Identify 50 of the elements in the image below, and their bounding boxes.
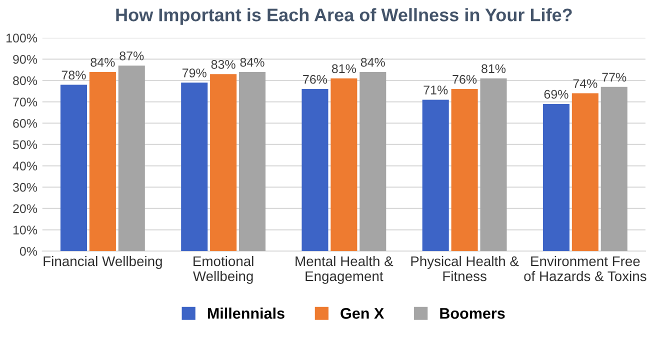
bar <box>60 84 88 252</box>
y-tick-label: 0% <box>20 246 38 256</box>
data-label: 76% <box>452 74 477 84</box>
data-label: 84% <box>360 58 385 67</box>
y-tick-label: 50% <box>13 140 38 150</box>
bar <box>542 104 570 252</box>
data-label: 81% <box>482 64 506 74</box>
y-tick-label: 100% <box>6 34 38 42</box>
bar <box>480 78 507 252</box>
x-tick-label: Mental Health & Engagement <box>296 256 394 284</box>
y-tick-label: 20% <box>13 204 38 214</box>
y-tick-label: 30% <box>12 182 38 192</box>
x-tick-label: Environment Free of Hazards & Toxins <box>524 256 646 282</box>
data-label: 87% <box>120 51 144 60</box>
y-tick-label: 60% <box>13 118 38 128</box>
bar <box>422 100 449 252</box>
legend-label: Gen X <box>340 308 384 319</box>
y-tick-label: 80% <box>13 76 38 86</box>
bar <box>118 66 145 252</box>
x-tick-label: Physical Health & Fitness <box>411 256 519 282</box>
bar <box>600 86 628 252</box>
data-label: 78% <box>62 70 86 80</box>
legend-label: Millennials <box>208 308 284 319</box>
data-label: 77% <box>602 72 626 82</box>
bar <box>210 74 237 252</box>
data-label: 79% <box>182 68 206 78</box>
legend-label: Boomers <box>440 308 505 319</box>
x-tick-label: Emotional Wellbeing <box>193 256 254 284</box>
y-tick-label: 10% <box>13 226 38 234</box>
bar <box>238 72 266 252</box>
chart-title: How Important is Each Area of Wellness in Your Life? <box>116 8 572 25</box>
x-tick-label: Financial Wellbeing <box>44 256 162 269</box>
bar <box>181 82 208 252</box>
data-label: 74% <box>573 79 598 88</box>
bar <box>572 93 598 252</box>
data-label: 83% <box>211 60 236 69</box>
y-tick-label: 40% <box>12 162 38 170</box>
bar <box>451 89 478 252</box>
bar <box>330 78 358 252</box>
data-label: 71% <box>424 86 448 94</box>
data-label: 81% <box>332 64 356 74</box>
data-label: 69% <box>544 90 568 99</box>
bar <box>89 72 116 252</box>
bar <box>302 89 328 252</box>
data-label: 84% <box>240 58 264 67</box>
y-tick-label: 70% <box>13 98 38 106</box>
y-tick-label: 90% <box>13 54 38 64</box>
data-label: 84% <box>90 58 115 67</box>
bar <box>360 72 386 252</box>
data-label: 76% <box>303 74 328 84</box>
